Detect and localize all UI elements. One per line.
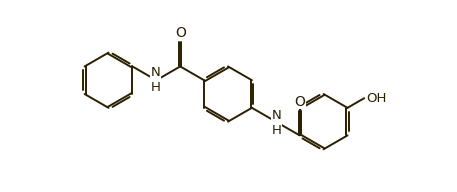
Text: N
H: N H [272, 109, 282, 137]
Text: OH: OH [366, 92, 387, 105]
Text: O: O [175, 26, 186, 40]
Text: O: O [294, 95, 305, 109]
Text: N
H: N H [150, 66, 160, 94]
